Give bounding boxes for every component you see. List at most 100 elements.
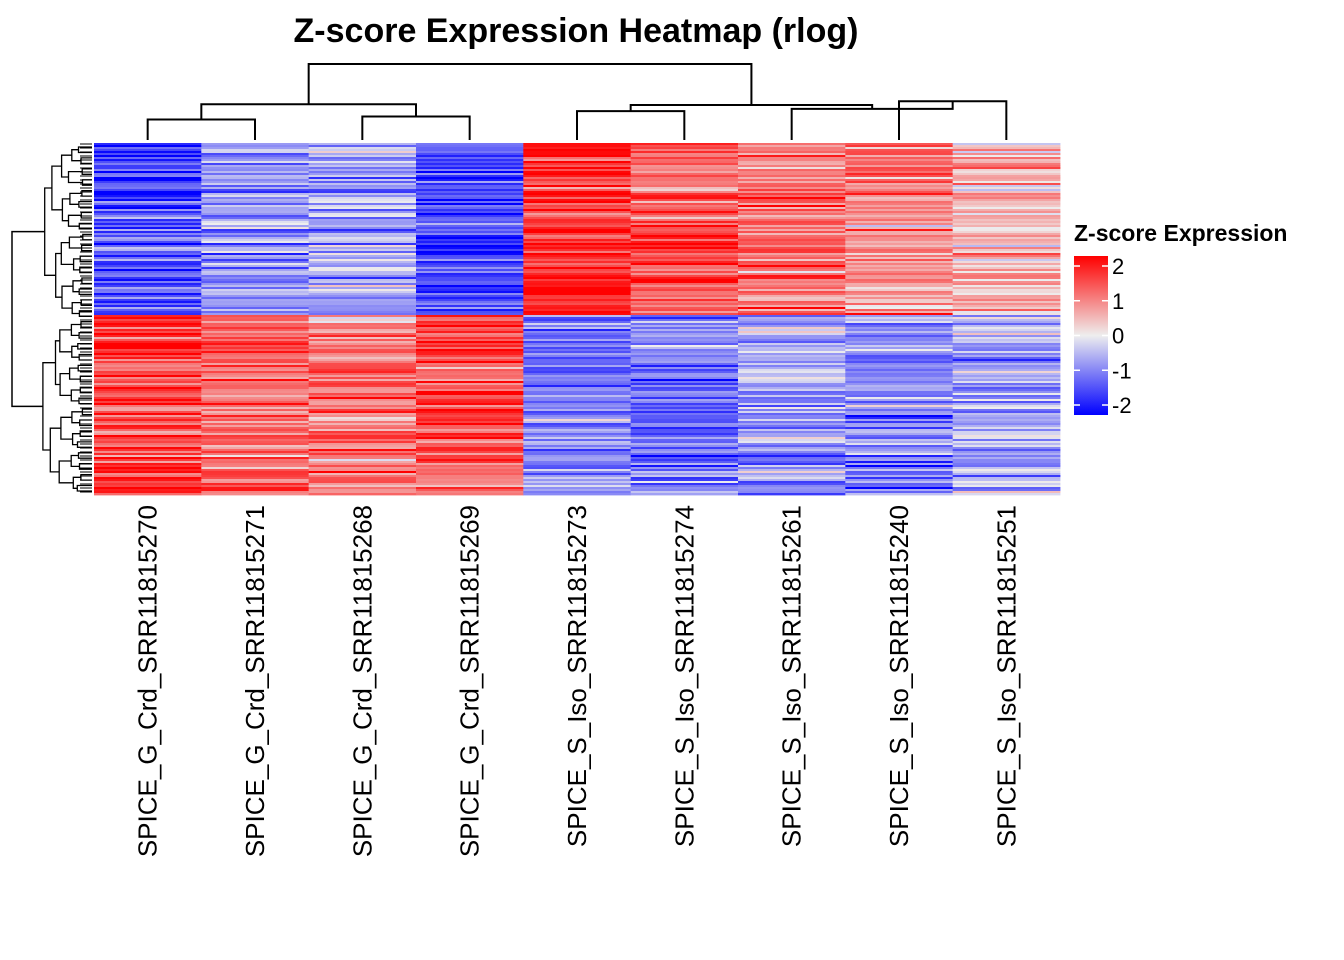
heatmap-cell — [952, 165, 1061, 168]
heatmap-cell — [201, 451, 310, 454]
heatmap-cell — [201, 159, 310, 162]
heatmap-cell — [416, 249, 524, 252]
heatmap-cell — [201, 293, 310, 296]
heatmap-cell — [630, 479, 739, 482]
heatmap-cell — [308, 297, 417, 300]
heatmap-cell — [523, 263, 632, 266]
heatmap-cell — [845, 211, 954, 214]
heatmap-cell — [738, 215, 846, 218]
heatmap-cell — [523, 151, 632, 154]
legend-tick-label: -2 — [1112, 393, 1132, 418]
heatmap-cell — [308, 323, 417, 326]
legend: Z-score Expression 210-1-2 — [1074, 220, 1287, 418]
heatmap-cell — [308, 317, 417, 320]
heatmap-cell — [738, 253, 846, 256]
heatmap-cell — [952, 345, 1061, 348]
heatmap-cell — [201, 311, 310, 314]
heatmap-cell — [738, 255, 846, 258]
heatmap-cell — [845, 253, 954, 256]
heatmap-cell — [308, 173, 417, 176]
heatmap-cell — [416, 253, 524, 256]
heatmap-cell — [308, 147, 417, 150]
heatmap-cell — [738, 289, 846, 292]
heatmap-cell — [94, 197, 202, 200]
heatmap-cell — [952, 411, 1061, 414]
heatmap-cell — [308, 489, 417, 492]
heatmap-cell — [308, 269, 417, 272]
heatmap-cell — [630, 407, 739, 410]
row-dendrogram-branch — [72, 280, 82, 293]
heatmap-column — [845, 143, 954, 496]
heatmap-cell — [630, 177, 739, 180]
heatmap-cell — [94, 149, 202, 152]
heatmap-cell — [630, 481, 739, 484]
heatmap-cell — [952, 451, 1061, 454]
heatmap-cell — [416, 183, 524, 186]
heatmap-cell — [845, 205, 954, 208]
heatmap-cell — [94, 267, 202, 270]
heatmap-cell — [523, 379, 632, 382]
heatmap-cell — [952, 275, 1061, 278]
heatmap-cell — [201, 413, 310, 416]
heatmap-cell — [845, 475, 954, 478]
heatmap-cell — [523, 233, 632, 236]
heatmap-cell — [416, 191, 524, 194]
heatmap-cell — [201, 185, 310, 188]
heatmap-cell — [845, 191, 954, 194]
heatmap-cell — [630, 483, 739, 486]
heatmap-cell — [952, 147, 1061, 150]
heatmap-cell — [738, 395, 846, 398]
heatmap-cell — [738, 213, 846, 216]
heatmap-cell — [630, 231, 739, 234]
heatmap-cell — [952, 265, 1061, 268]
heatmap-cell — [416, 163, 524, 166]
heatmap-cell — [94, 439, 202, 442]
heatmap-cell — [416, 409, 524, 412]
heatmap-cell — [523, 169, 632, 172]
row-dendrogram-branch — [71, 149, 81, 162]
heatmap-cell — [523, 421, 632, 424]
heatmap-cell — [201, 153, 310, 156]
legend-tick-label: 2 — [1112, 254, 1124, 279]
heatmap-cell — [416, 261, 524, 264]
heatmap-cell — [952, 431, 1061, 434]
heatmap-cell — [845, 323, 954, 326]
heatmap-cell — [523, 377, 632, 380]
heatmap-cell — [952, 313, 1061, 316]
heatmap-cell — [523, 347, 632, 350]
heatmap-cell — [416, 387, 524, 390]
heatmap-cell — [845, 313, 954, 316]
heatmap-cell — [416, 403, 524, 406]
heatmap-cell — [630, 191, 739, 194]
heatmap-cell — [952, 383, 1061, 386]
heatmap-cell — [845, 235, 954, 238]
heatmap-cell — [201, 243, 310, 246]
heatmap-cell — [738, 355, 846, 358]
heatmap-cell — [416, 399, 524, 402]
row-dendrogram-branch — [82, 233, 92, 241]
heatmap-cell — [738, 441, 846, 444]
heatmap-cell — [738, 219, 846, 222]
heatmap-cell — [845, 349, 954, 352]
heatmap-cell — [523, 313, 632, 316]
row-dendrogram-branch — [67, 170, 83, 184]
heatmap-cell — [308, 303, 417, 306]
heatmap-cell — [630, 307, 739, 310]
heatmap-cell — [845, 209, 954, 212]
heatmap-cell — [738, 417, 846, 420]
heatmap-cell — [416, 371, 524, 374]
heatmap-cell — [630, 401, 739, 404]
heatmap-cell — [416, 337, 524, 340]
heatmap-cell — [630, 303, 739, 306]
heatmap-cell — [738, 201, 846, 204]
heatmap-cell — [523, 457, 632, 460]
heatmap-cell — [952, 471, 1061, 474]
heatmap-cell — [416, 447, 524, 450]
heatmap-cell — [308, 483, 417, 486]
heatmap-cell — [308, 145, 417, 148]
heatmap-cell — [94, 165, 202, 168]
heatmap-cell — [738, 399, 846, 402]
heatmap-cell — [523, 373, 632, 376]
heatmap-cell — [308, 447, 417, 450]
heatmap-cell — [523, 409, 632, 412]
